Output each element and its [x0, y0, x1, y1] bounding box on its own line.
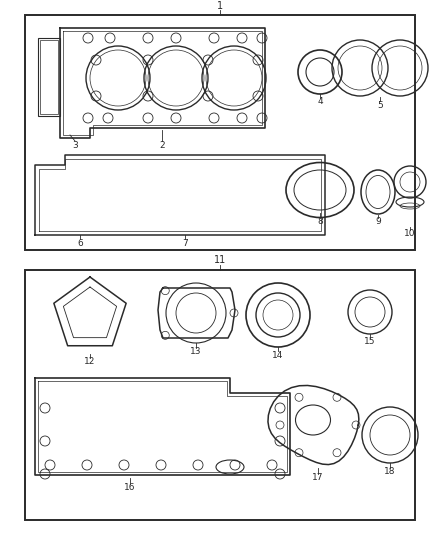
- Bar: [25, 270, 415, 520]
- Text: 7: 7: [182, 238, 188, 247]
- Text: 8: 8: [317, 217, 323, 227]
- Text: 4: 4: [317, 98, 323, 107]
- Bar: [25, 15, 415, 250]
- Text: 16: 16: [124, 483, 136, 492]
- Text: 12: 12: [84, 358, 95, 367]
- Text: 15: 15: [364, 337, 376, 346]
- Text: 11: 11: [214, 255, 226, 265]
- Text: 17: 17: [312, 473, 324, 482]
- Text: 13: 13: [190, 348, 202, 357]
- Text: 18: 18: [384, 467, 396, 477]
- Text: 5: 5: [377, 101, 383, 109]
- Bar: [38, 38, 60, 116]
- Text: 3: 3: [72, 141, 78, 149]
- Text: 9: 9: [375, 217, 381, 227]
- Text: 2: 2: [159, 141, 165, 149]
- Text: 6: 6: [77, 238, 83, 247]
- Text: 10: 10: [404, 230, 416, 238]
- Bar: [40, 40, 58, 114]
- Text: 1: 1: [217, 1, 223, 11]
- Text: 14: 14: [272, 351, 284, 359]
